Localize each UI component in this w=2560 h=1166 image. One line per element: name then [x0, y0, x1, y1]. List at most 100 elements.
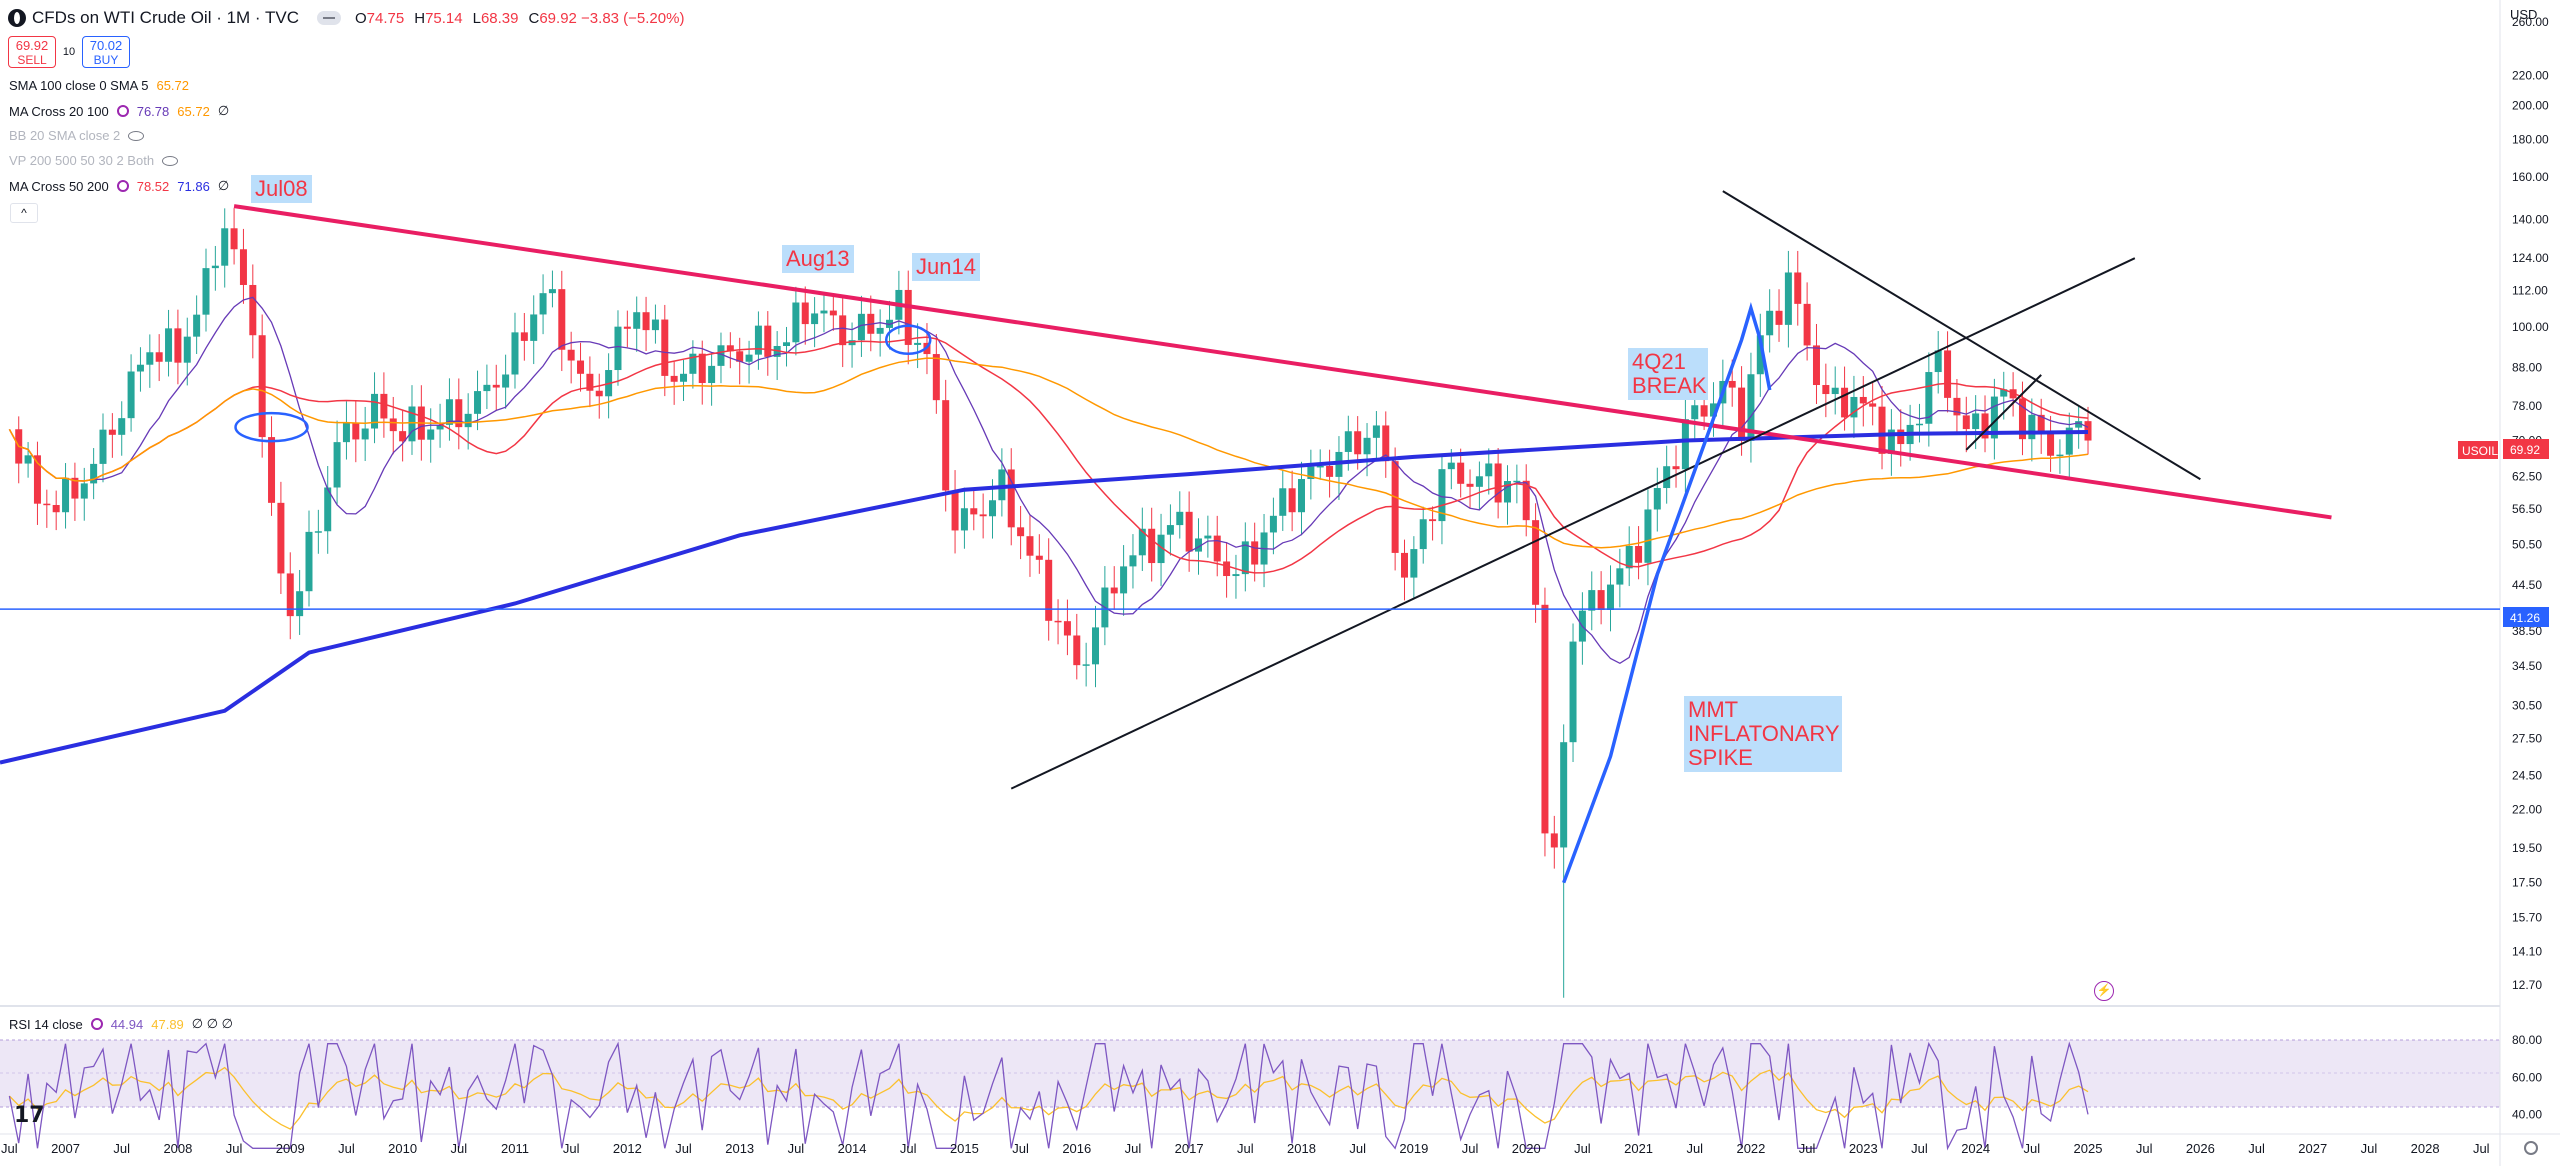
time-tick-label: Jul — [788, 1141, 805, 1156]
rsi-tick-label: 60.00 — [2512, 1070, 2542, 1084]
candle-body — [998, 469, 1006, 501]
legend-bb[interactable]: BB 20 SMA close 2 — [9, 128, 145, 143]
time-tick-label: 2011 — [501, 1141, 529, 1156]
currency-label[interactable]: USD — [2510, 7, 2538, 22]
buy-button[interactable]: 70.02 BUY — [82, 36, 130, 68]
legend-vp[interactable]: VP 200 500 50 30 2 Both — [9, 153, 179, 168]
candle-body — [1288, 488, 1296, 513]
candle-body — [1672, 466, 1680, 470]
annotation-aug13[interactable]: Aug13 — [782, 245, 854, 273]
last-price-label: 69.92 — [2510, 443, 2540, 457]
candle-body — [492, 384, 500, 388]
candle-body — [651, 319, 659, 331]
legend-ma-cross-50-200[interactable]: MA Cross 50 200 78.52 71.86 ∅ — [9, 178, 229, 194]
indicator-label: MA Cross 20 100 — [9, 103, 109, 119]
candle-body — [708, 365, 716, 384]
candle-body — [1747, 374, 1755, 441]
candle-body — [1466, 483, 1474, 487]
lightning-icon[interactable]: ⚡ — [2094, 981, 2114, 1001]
candle-body — [211, 265, 219, 269]
collapse-legend-button[interactable]: ^ — [10, 203, 38, 223]
candle-body — [764, 325, 772, 357]
legend-rsi[interactable]: RSI 14 close 44.94 47.89 ∅ ∅ ∅ — [9, 1016, 233, 1032]
candle-body — [726, 345, 734, 352]
symbol-header[interactable]: CFDs on WTI Crude Oil · 1M · TVC O74.75 … — [8, 7, 684, 29]
hidden-eye-icon[interactable] — [162, 155, 179, 166]
candle-body — [1925, 372, 1933, 424]
sell-button[interactable]: 69.92 SELL — [8, 36, 56, 68]
candle-body — [399, 431, 407, 442]
rsi-lines — [8, 1041, 2089, 1151]
candle-body — [1681, 419, 1689, 470]
candle-body — [118, 418, 126, 435]
time-tick-label: Jul — [226, 1141, 243, 1156]
legend-sma100[interactable]: SMA 100 close 0 SMA 5 65.72 — [9, 78, 189, 93]
time-tick-label: 2010 — [388, 1141, 417, 1156]
annotation-4q21-break[interactable]: 4Q21 BREAK — [1628, 348, 1708, 400]
settings-icon[interactable] — [116, 105, 129, 117]
candle-body — [33, 455, 41, 504]
ohlc-value: 69.92 −3.83 (−5.20%) — [539, 9, 685, 27]
symbol-title[interactable]: CFDs on WTI Crude Oil · 1M · TVC — [32, 8, 299, 27]
buy-price: 70.02 — [89, 38, 123, 53]
hidden-eye-icon[interactable] — [128, 130, 145, 141]
candle-body — [1035, 555, 1043, 560]
price-axis[interactable]: 260.00 220.00 200.00 180.00 160.00 140.00 124.… — [2512, 15, 2549, 992]
candle-body — [2037, 414, 2045, 432]
candle-body — [80, 483, 88, 499]
candle-body — [1653, 488, 1661, 510]
time-tick-label: 2015 — [950, 1141, 979, 1156]
ohlc-key: C — [528, 9, 540, 27]
candle-body — [108, 429, 116, 435]
time-tick-label: 2017 — [1175, 1141, 1204, 1156]
annotation-jun14[interactable]: Jun14 — [912, 253, 980, 281]
indicator-value: 47.89 — [151, 1016, 184, 1032]
legend-ma-cross-20-100[interactable]: MA Cross 20 100 76.78 65.72 ∅ — [9, 103, 229, 119]
candle-body — [1569, 641, 1577, 743]
price-pane[interactable] — [0, 0, 2500, 1004]
time-tick-label: Jul — [1125, 1141, 1142, 1156]
candle-body — [1429, 519, 1437, 522]
time-tick-label: Jul — [113, 1141, 130, 1156]
hline-tag — [2503, 607, 2549, 627]
settings-icon[interactable] — [90, 1018, 103, 1030]
candle-body — [249, 284, 257, 336]
candle-body — [951, 490, 959, 531]
candle-body — [511, 332, 519, 375]
candle-body — [857, 313, 865, 341]
candle-body — [801, 302, 809, 325]
price-tick-label: 160.00 — [2512, 170, 2549, 184]
candle-body — [595, 390, 603, 397]
candle-body — [1934, 350, 1942, 373]
time-tick-label: Jul — [2136, 1141, 2153, 1156]
time-tick-label: 2007 — [51, 1141, 80, 1156]
candle-body — [1166, 525, 1174, 535]
indicator-label: VP 200 500 50 30 2 Both — [9, 153, 155, 168]
last-price-tag — [2503, 439, 2549, 459]
indicator-value: 65.72 — [177, 103, 210, 119]
candle-body — [90, 463, 98, 484]
rsi-axis[interactable]: 80.00 60.00 40.00 — [2512, 1033, 2542, 1122]
time-axis[interactable]: Jul 2007 Jul 2008 Jul 2009 Jul 2010 Jul 2011 Jul 20… — [1, 1141, 2490, 1156]
chart-settings-icon[interactable] — [2524, 1141, 2538, 1155]
settings-icon[interactable] — [116, 180, 129, 192]
hide-chart-icon[interactable] — [317, 11, 341, 25]
candle-body — [829, 310, 837, 316]
price-tick-label: 100.00 — [2512, 320, 2549, 334]
price-tick-label: 38.50 — [2512, 624, 2542, 638]
candle-body — [1794, 272, 1802, 304]
candle-body — [1503, 481, 1511, 503]
candle-body — [1138, 528, 1146, 556]
annotation-mmt-spike[interactable]: MMT INFLATONARY SPIKE — [1684, 696, 1842, 772]
time-tick-label: Jul — [1574, 1141, 1591, 1156]
candle-body — [342, 422, 350, 443]
candle-body — [136, 364, 144, 372]
annotation-jul08[interactable]: Jul08 — [251, 175, 312, 203]
tradingview-logo[interactable]: 17 — [14, 1103, 45, 1128]
candle-body — [680, 373, 688, 382]
candle-body — [436, 424, 444, 430]
candle-body — [1822, 385, 1830, 395]
candle-body — [1063, 621, 1071, 636]
time-tick-label: Jul — [338, 1141, 355, 1156]
